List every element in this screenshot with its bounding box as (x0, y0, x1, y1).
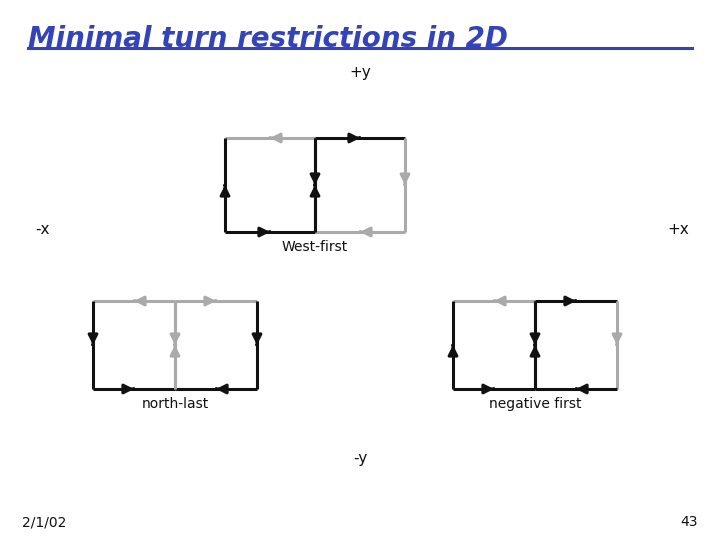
Text: negative first: negative first (489, 397, 581, 411)
Text: north-last: north-last (141, 397, 209, 411)
Text: +x: +x (667, 222, 689, 238)
FancyArrowPatch shape (349, 134, 360, 142)
Text: -y: -y (353, 450, 367, 465)
FancyArrowPatch shape (123, 385, 134, 393)
FancyArrowPatch shape (576, 385, 587, 393)
FancyArrowPatch shape (89, 334, 97, 345)
FancyArrowPatch shape (531, 345, 539, 356)
FancyArrowPatch shape (171, 345, 179, 356)
FancyArrowPatch shape (360, 228, 371, 236)
FancyArrowPatch shape (221, 185, 229, 196)
FancyArrowPatch shape (483, 385, 494, 393)
FancyArrowPatch shape (134, 297, 145, 305)
FancyArrowPatch shape (449, 345, 457, 356)
FancyArrowPatch shape (205, 297, 216, 305)
Text: 43: 43 (680, 515, 698, 529)
FancyArrowPatch shape (253, 334, 261, 345)
FancyArrowPatch shape (531, 334, 539, 345)
FancyArrowPatch shape (401, 174, 409, 185)
FancyArrowPatch shape (311, 185, 319, 196)
FancyArrowPatch shape (259, 228, 270, 236)
FancyArrowPatch shape (494, 297, 505, 305)
Text: +y: +y (349, 64, 371, 79)
Text: -x: -x (35, 222, 49, 238)
FancyArrowPatch shape (216, 385, 227, 393)
Text: Minimal turn restrictions in 2D: Minimal turn restrictions in 2D (28, 25, 508, 53)
FancyArrowPatch shape (311, 174, 319, 185)
Text: 2/1/02: 2/1/02 (22, 515, 66, 529)
FancyArrowPatch shape (565, 297, 576, 305)
FancyArrowPatch shape (613, 334, 621, 345)
FancyArrowPatch shape (171, 334, 179, 345)
FancyArrowPatch shape (270, 134, 281, 142)
Text: West-first: West-first (282, 240, 348, 254)
